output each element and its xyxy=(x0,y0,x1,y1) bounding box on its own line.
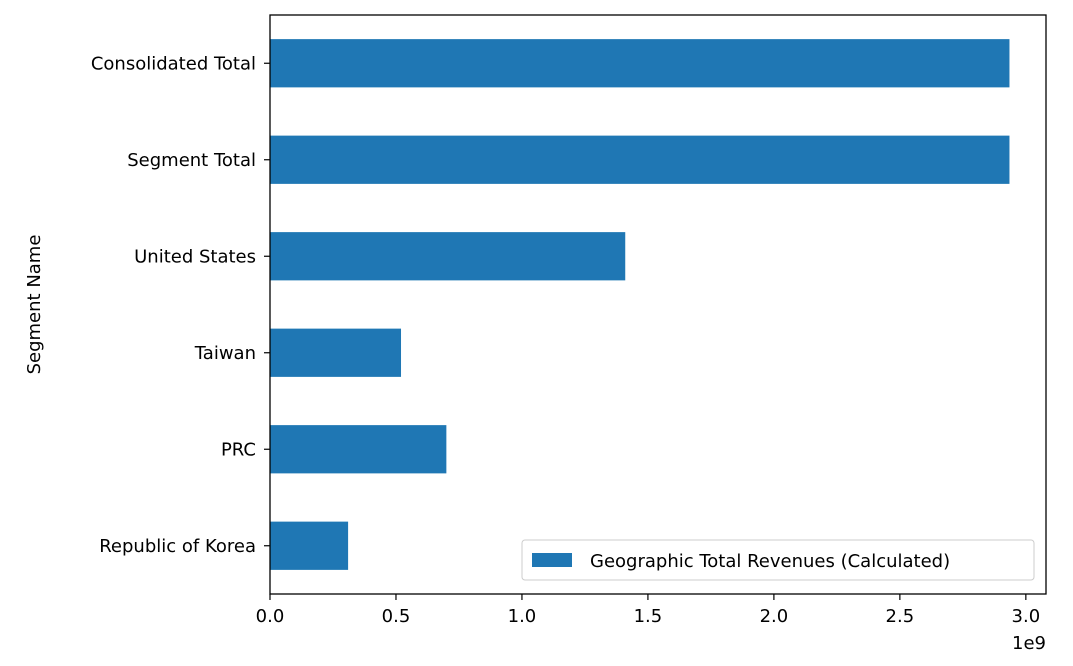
x-tick-label: 0.0 xyxy=(256,606,285,627)
bar xyxy=(270,521,349,570)
x-tick-label: 3.0 xyxy=(1012,606,1041,627)
y-tick-label: United States xyxy=(134,246,256,267)
legend-label: Geographic Total Revenues (Calculated) xyxy=(590,551,950,572)
x-tick-label: 0.5 xyxy=(382,606,411,627)
bar xyxy=(270,39,1010,88)
x-tick-label: 2.5 xyxy=(886,606,915,627)
x-tick-label: 1.0 xyxy=(508,606,537,627)
y-tick-label: Segment Total xyxy=(127,150,256,171)
bar xyxy=(270,135,1010,184)
x-tick-label: 1.5 xyxy=(634,606,663,627)
legend-swatch xyxy=(532,553,572,567)
plot-frame xyxy=(269,14,1047,595)
y-axis-ticks: Consolidated Total Segment Total United St… xyxy=(91,53,270,557)
legend: Geographic Total Revenues (Calculated) xyxy=(521,539,1035,581)
y-tick-label: Republic of Korea xyxy=(99,536,256,557)
y-tick-label: Consolidated Total xyxy=(91,53,256,74)
y-axis-label: Segment Name xyxy=(24,235,45,375)
x-axis-ticks: 0.0 0.5 1.0 1.5 2.0 2.5 3.0 xyxy=(256,594,1040,627)
y-tick-label: Taiwan xyxy=(194,343,256,364)
legend-box xyxy=(521,539,1035,581)
y-tick-label: PRC xyxy=(221,439,256,460)
bars-layer xyxy=(270,39,1010,570)
x-tick-label: 2.0 xyxy=(760,606,789,627)
bar xyxy=(270,232,626,281)
bar xyxy=(270,328,402,377)
x-axis-offset-label: 1e9 xyxy=(1012,633,1046,654)
bar xyxy=(270,425,447,474)
